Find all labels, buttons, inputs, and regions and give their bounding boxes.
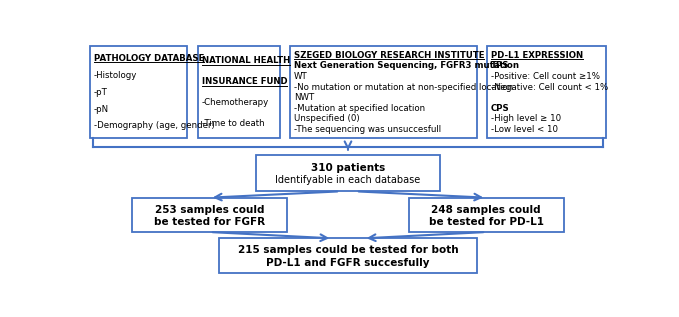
Text: -The sequencing was unsuccesfull: -The sequencing was unsuccesfull xyxy=(294,125,441,134)
Text: 253 samples could: 253 samples could xyxy=(155,205,265,215)
Text: -pN: -pN xyxy=(94,105,109,113)
Text: -Mutation at specified location: -Mutation at specified location xyxy=(294,104,425,113)
Text: NWT: NWT xyxy=(294,93,314,102)
Text: -pT: -pT xyxy=(94,88,108,97)
Text: -Demography (age, gender): -Demography (age, gender) xyxy=(94,121,215,131)
Text: -Time to death: -Time to death xyxy=(202,120,264,128)
FancyBboxPatch shape xyxy=(488,46,606,138)
Text: -Histology: -Histology xyxy=(94,71,137,80)
Text: TPS: TPS xyxy=(491,61,510,70)
Text: PD-L1 EXPRESSION: PD-L1 EXPRESSION xyxy=(491,51,583,60)
Text: 310 patients: 310 patients xyxy=(311,163,385,173)
Text: be tested for FGFR: be tested for FGFR xyxy=(154,217,265,227)
Text: CPS: CPS xyxy=(491,104,510,113)
FancyBboxPatch shape xyxy=(90,46,187,138)
Text: -High level ≥ 10: -High level ≥ 10 xyxy=(491,114,562,123)
FancyBboxPatch shape xyxy=(132,197,287,232)
FancyBboxPatch shape xyxy=(219,238,477,273)
Text: PD-L1 and FGFR succesfully: PD-L1 and FGFR succesfully xyxy=(266,258,430,268)
FancyBboxPatch shape xyxy=(290,46,477,138)
Text: -No mutation or mutation at non-specified location: -No mutation or mutation at non-specifie… xyxy=(294,82,513,92)
Text: Unspecified (0): Unspecified (0) xyxy=(294,114,359,123)
Text: -Positive: Cell count ≥1%: -Positive: Cell count ≥1% xyxy=(491,72,600,81)
FancyBboxPatch shape xyxy=(198,46,280,138)
Text: INSURANCE FUND: INSURANCE FUND xyxy=(202,77,287,86)
Text: WT: WT xyxy=(294,72,308,81)
Text: be tested for PD-L1: be tested for PD-L1 xyxy=(428,217,544,227)
Text: Next Generation Sequencing, FGFR3 mutation: Next Generation Sequencing, FGFR3 mutati… xyxy=(294,61,519,70)
FancyBboxPatch shape xyxy=(409,197,564,232)
Text: -Low level < 10: -Low level < 10 xyxy=(491,125,558,134)
Text: SZEGED BIOLOGY RESEARCH INSTITUTE: SZEGED BIOLOGY RESEARCH INSTITUTE xyxy=(294,51,484,60)
Text: -Negative: Cell count < 1%: -Negative: Cell count < 1% xyxy=(491,82,608,92)
Text: -Chemotherapy: -Chemotherapy xyxy=(202,98,269,107)
Text: PATHOLOGY DATABASE: PATHOLOGY DATABASE xyxy=(94,54,204,63)
Text: 248 samples could: 248 samples could xyxy=(431,205,541,215)
Text: 215 samples could be tested for both: 215 samples could be tested for both xyxy=(238,245,458,256)
FancyBboxPatch shape xyxy=(256,155,440,191)
Text: NATIONAL HEALTH: NATIONAL HEALTH xyxy=(202,56,290,65)
Text: Identifyable in each database: Identifyable in each database xyxy=(276,175,420,185)
